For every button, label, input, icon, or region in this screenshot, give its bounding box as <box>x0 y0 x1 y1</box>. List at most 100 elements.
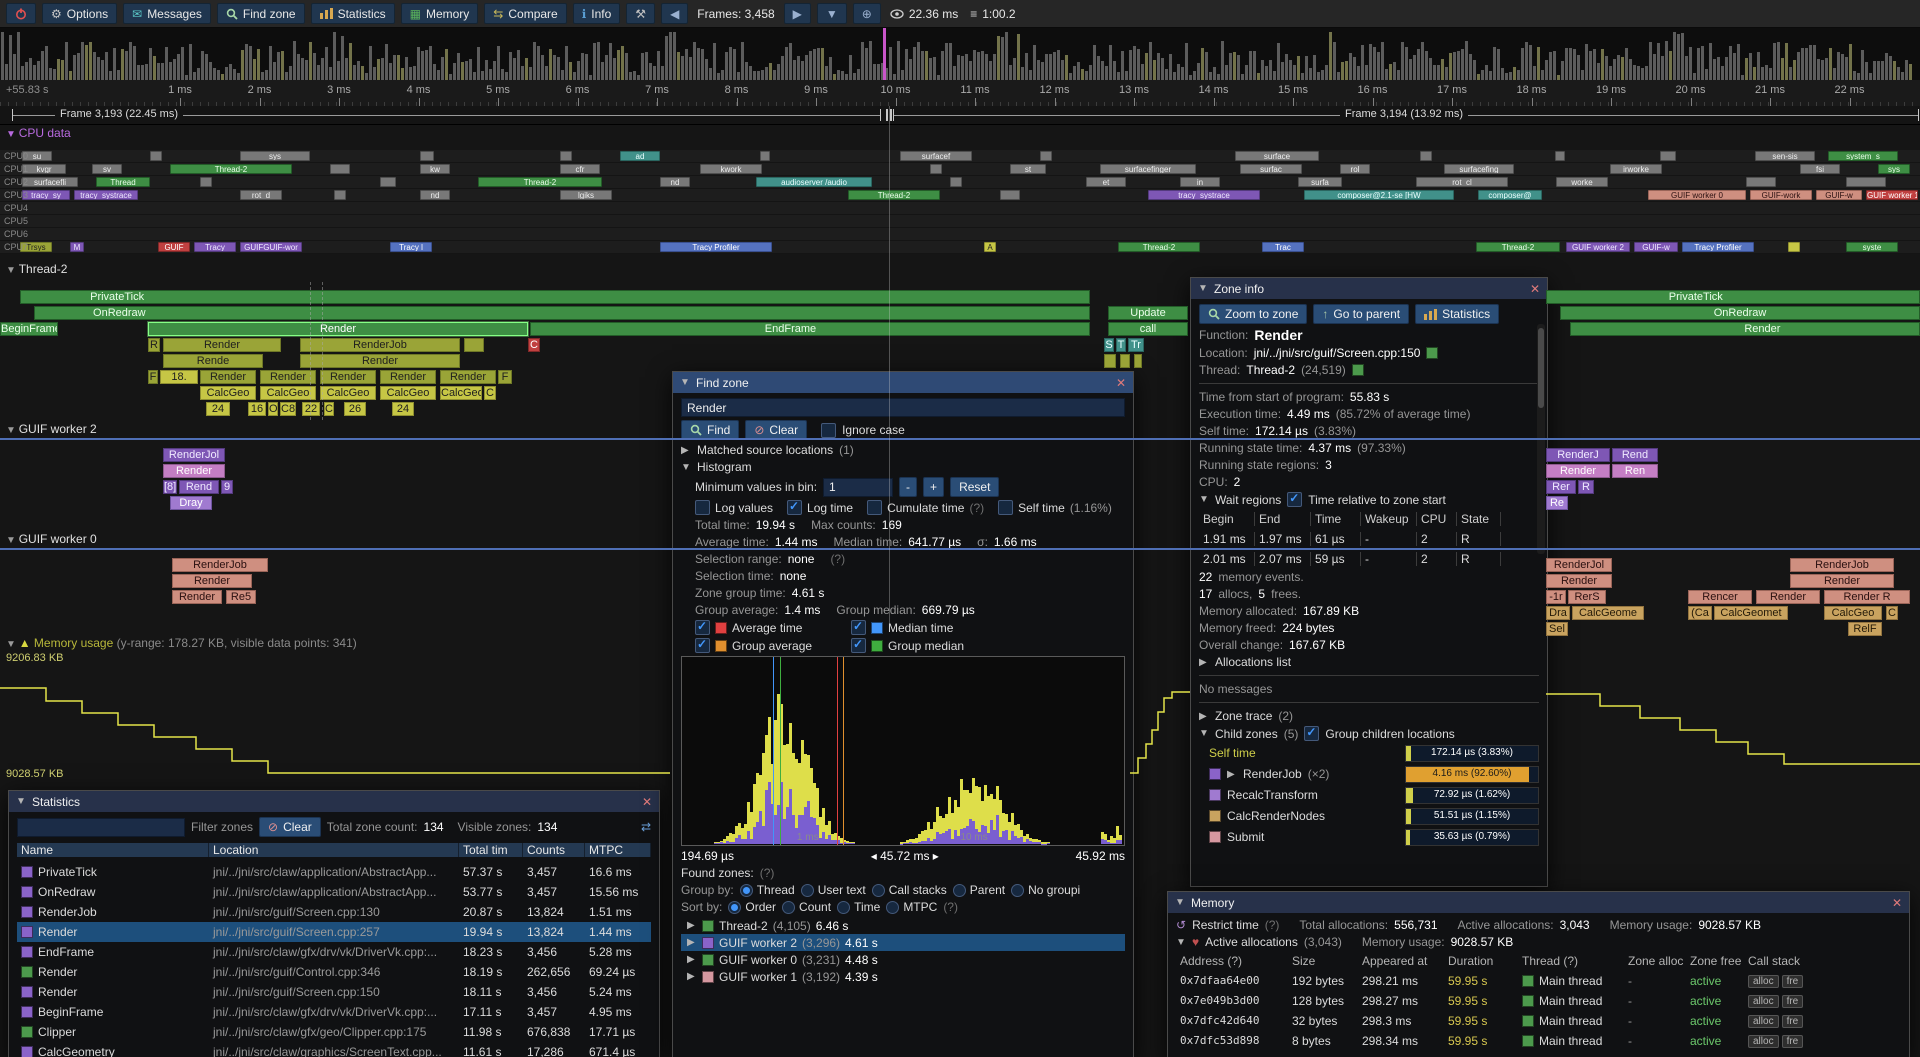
radio-icon[interactable] <box>739 883 753 897</box>
group-by-option-no-groupi[interactable]: No groupi <box>1011 883 1080 897</box>
collapse-arrow-icon[interactable]: ▼ <box>16 796 26 807</box>
statistics-button[interactable]: Statistics <box>310 3 395 24</box>
wait-column-cpu[interactable]: CPU <box>1417 511 1457 526</box>
cpu-zone[interactable]: M <box>70 242 84 252</box>
zone-info-titlebar[interactable]: ▼ Zone info ✕ <box>1191 278 1547 299</box>
cpu-zone[interactable]: worke <box>1556 177 1608 187</box>
zone-onredraw[interactable]: OnRedraw <box>34 306 1090 320</box>
zone-bar[interactable] <box>464 338 484 352</box>
call-stack-chip[interactable]: alloc <box>1748 975 1779 988</box>
cpu-row-cpu3[interactable]: CPU3 tracy_sy tracy_systrace rot_d nd lgiks Th… <box>0 189 1920 202</box>
checkbox-icon[interactable] <box>867 500 883 515</box>
zone-s[interactable]: S <box>1104 338 1114 352</box>
table-row[interactable]: OnRedraw jni/../jni/src/claw/application/… <box>17 882 651 902</box>
column-header-thread-[interactable]: Thread (?) <box>1522 953 1579 968</box>
zone-rend[interactable]: Rend <box>179 480 219 494</box>
allocation-row[interactable]: 0x7dfc53d898 8 bytes 298.34 ms 59.95 s Main … <box>1176 1032 1901 1049</box>
checkbox-icon[interactable] <box>851 637 866 653</box>
zone-render[interactable]: Render <box>440 370 496 384</box>
call-stack-chip[interactable]: fre <box>1781 1035 1804 1048</box>
cpu-zone[interactable]: GUIF worker 2 <box>1566 242 1630 252</box>
zone-rende[interactable]: Rende <box>163 354 263 368</box>
wait-column-state[interactable]: State <box>1457 511 1501 526</box>
zone--8-[interactable]: [8] <box>163 480 177 494</box>
find-zone-button[interactable]: Find zone <box>216 3 305 24</box>
zone-render[interactable]: Render <box>1546 464 1610 478</box>
call-stack-chip[interactable]: fre <box>1781 975 1804 988</box>
wait-table-row[interactable]: 1.91 ms 1.97 ms 61 µs -2 R <box>1199 530 1539 547</box>
cpu-zone[interactable] <box>760 151 770 161</box>
column-header-zone-alloc[interactable]: Zone alloc <box>1628 953 1684 968</box>
zone-9[interactable]: 9 <box>221 480 233 494</box>
expand-arrow-icon[interactable]: ▶ <box>687 920 695 931</box>
expand-arrow-icon[interactable]: ▶ <box>1199 710 1207 722</box>
right-arrow-icon[interactable]: ▸ <box>929 849 939 863</box>
zone-renderjob[interactable]: RenderJob <box>172 558 268 572</box>
table-row[interactable]: Render jni/../jni/src/guif/Screen.cpp:257… <box>17 922 651 942</box>
zone-ren[interactable]: Ren <box>1612 464 1658 478</box>
cpu-zone[interactable]: system_s <box>1828 151 1898 161</box>
column-header-counts[interactable]: Counts <box>523 842 585 857</box>
histogram-plot[interactable]: 1 ms 10 ms <box>681 656 1125 846</box>
zone-update[interactable]: Update <box>1108 306 1188 320</box>
collapse-arrow-icon[interactable]: ▼ <box>1176 936 1186 948</box>
cpu-zone[interactable]: GUIF <box>158 242 190 252</box>
cpu-zone[interactable] <box>380 177 396 187</box>
find-zone-titlebar[interactable]: ▼ Find zone ✕ <box>673 372 1133 393</box>
zone-call[interactable]: call <box>1108 322 1188 336</box>
cpu-zone[interactable] <box>330 164 350 174</box>
legend-item-median-time[interactable]: Median time <box>851 619 1001 635</box>
zone-render[interactable]: Render <box>200 370 256 384</box>
collapse-arrow-icon[interactable]: ▼ <box>1198 283 1208 294</box>
cpu-zone[interactable]: GUIFGUIF-wor <box>240 242 302 252</box>
tools-button[interactable]: ⚒ <box>626 3 656 24</box>
cpu-zone[interactable]: GUIF-w <box>1816 190 1862 200</box>
zone-rers[interactable]: RerS <box>1568 590 1606 604</box>
zone-rencer[interactable]: Rencer <box>1688 590 1752 604</box>
child-zone-row[interactable]: Submit 35.63 µs (0.79%) <box>1199 828 1539 846</box>
radio-icon[interactable] <box>782 900 796 914</box>
group-by-option-thread[interactable]: Thread <box>739 883 795 897</box>
group-by-option-parent[interactable]: Parent <box>952 883 1005 897</box>
table-row[interactable]: RenderJob jni/../jni/src/guif/Screen.cpp:… <box>17 902 651 922</box>
cpu-zone[interactable]: audioserver /audio <box>756 177 872 187</box>
cpu-zone[interactable]: rot_d <box>240 190 282 200</box>
memory-titlebar[interactable]: ▼ Memory ✕ <box>1168 892 1909 913</box>
close-icon[interactable]: ✕ <box>1891 895 1902 910</box>
zone-18-[interactable]: 18. <box>160 370 198 384</box>
checkbox-icon[interactable] <box>695 500 710 515</box>
zone-group-row[interactable]: ▶ GUIF worker 2 (3,296) 4.61 s <box>681 934 1125 951</box>
zone--1r[interactable]: -1r <box>1546 590 1566 604</box>
cpu-zone[interactable] <box>1000 190 1020 200</box>
radio-icon[interactable] <box>837 900 851 914</box>
cpu-zone[interactable]: syste <box>1846 242 1898 252</box>
cpu-zone[interactable] <box>930 164 942 174</box>
address-cell[interactable]: 0x7dfaa64e00 <box>1180 974 1260 987</box>
zone-relf[interactable]: RelF <box>1848 622 1882 636</box>
zone-16[interactable]: 16 <box>248 402 266 416</box>
cpu-zone[interactable]: surfacefing <box>1444 164 1514 174</box>
zone-24[interactable]: 24 <box>206 402 230 416</box>
zone-calcgeo[interactable]: CalcGeo <box>200 386 256 400</box>
zone-calcgeo[interactable]: CalcGeo <box>260 386 316 400</box>
thread-cell[interactable]: Main thread <box>1518 1034 1624 1048</box>
zone-group-row[interactable]: ▶ GUIF worker 1 (3,192) 4.39 s <box>681 968 1125 985</box>
find-zone-search-input[interactable] <box>681 398 1125 417</box>
wait-regions-header[interactable]: ▼ Wait regions Time relative to zone start <box>1199 491 1539 507</box>
zone-group-row[interactable]: ▶ Thread-2 (4,105) 6.46 s <box>681 917 1125 934</box>
memory-button[interactable]: ▦ Memory <box>400 3 479 24</box>
clear-filter-button[interactable]: ⊘ Clear <box>259 817 321 837</box>
messages-button[interactable]: ✉ Messages <box>123 3 211 24</box>
column-header-address-[interactable]: Address (?) <box>1180 953 1243 968</box>
close-icon[interactable]: ✕ <box>1115 375 1126 390</box>
call-stack-chip[interactable]: alloc <box>1748 995 1779 1008</box>
cpu-zone[interactable]: Tracy <box>194 242 236 252</box>
zone-rer[interactable]: Rer <box>1546 480 1576 494</box>
legend-item-group-average[interactable]: Group average <box>695 637 845 653</box>
cpu-zone[interactable]: Tracy l <box>390 242 432 252</box>
sort-by-option-mtpc[interactable]: MTPC <box>886 900 937 914</box>
checkbox-icon[interactable] <box>695 619 710 635</box>
column-header-mtpc[interactable]: MTPC <box>585 842 651 857</box>
bin-decrease-button[interactable]: - <box>899 477 918 497</box>
timeline[interactable]: ▼ CPU data CPU0 su sys ad surfacef surface sen-… <box>0 124 1920 786</box>
